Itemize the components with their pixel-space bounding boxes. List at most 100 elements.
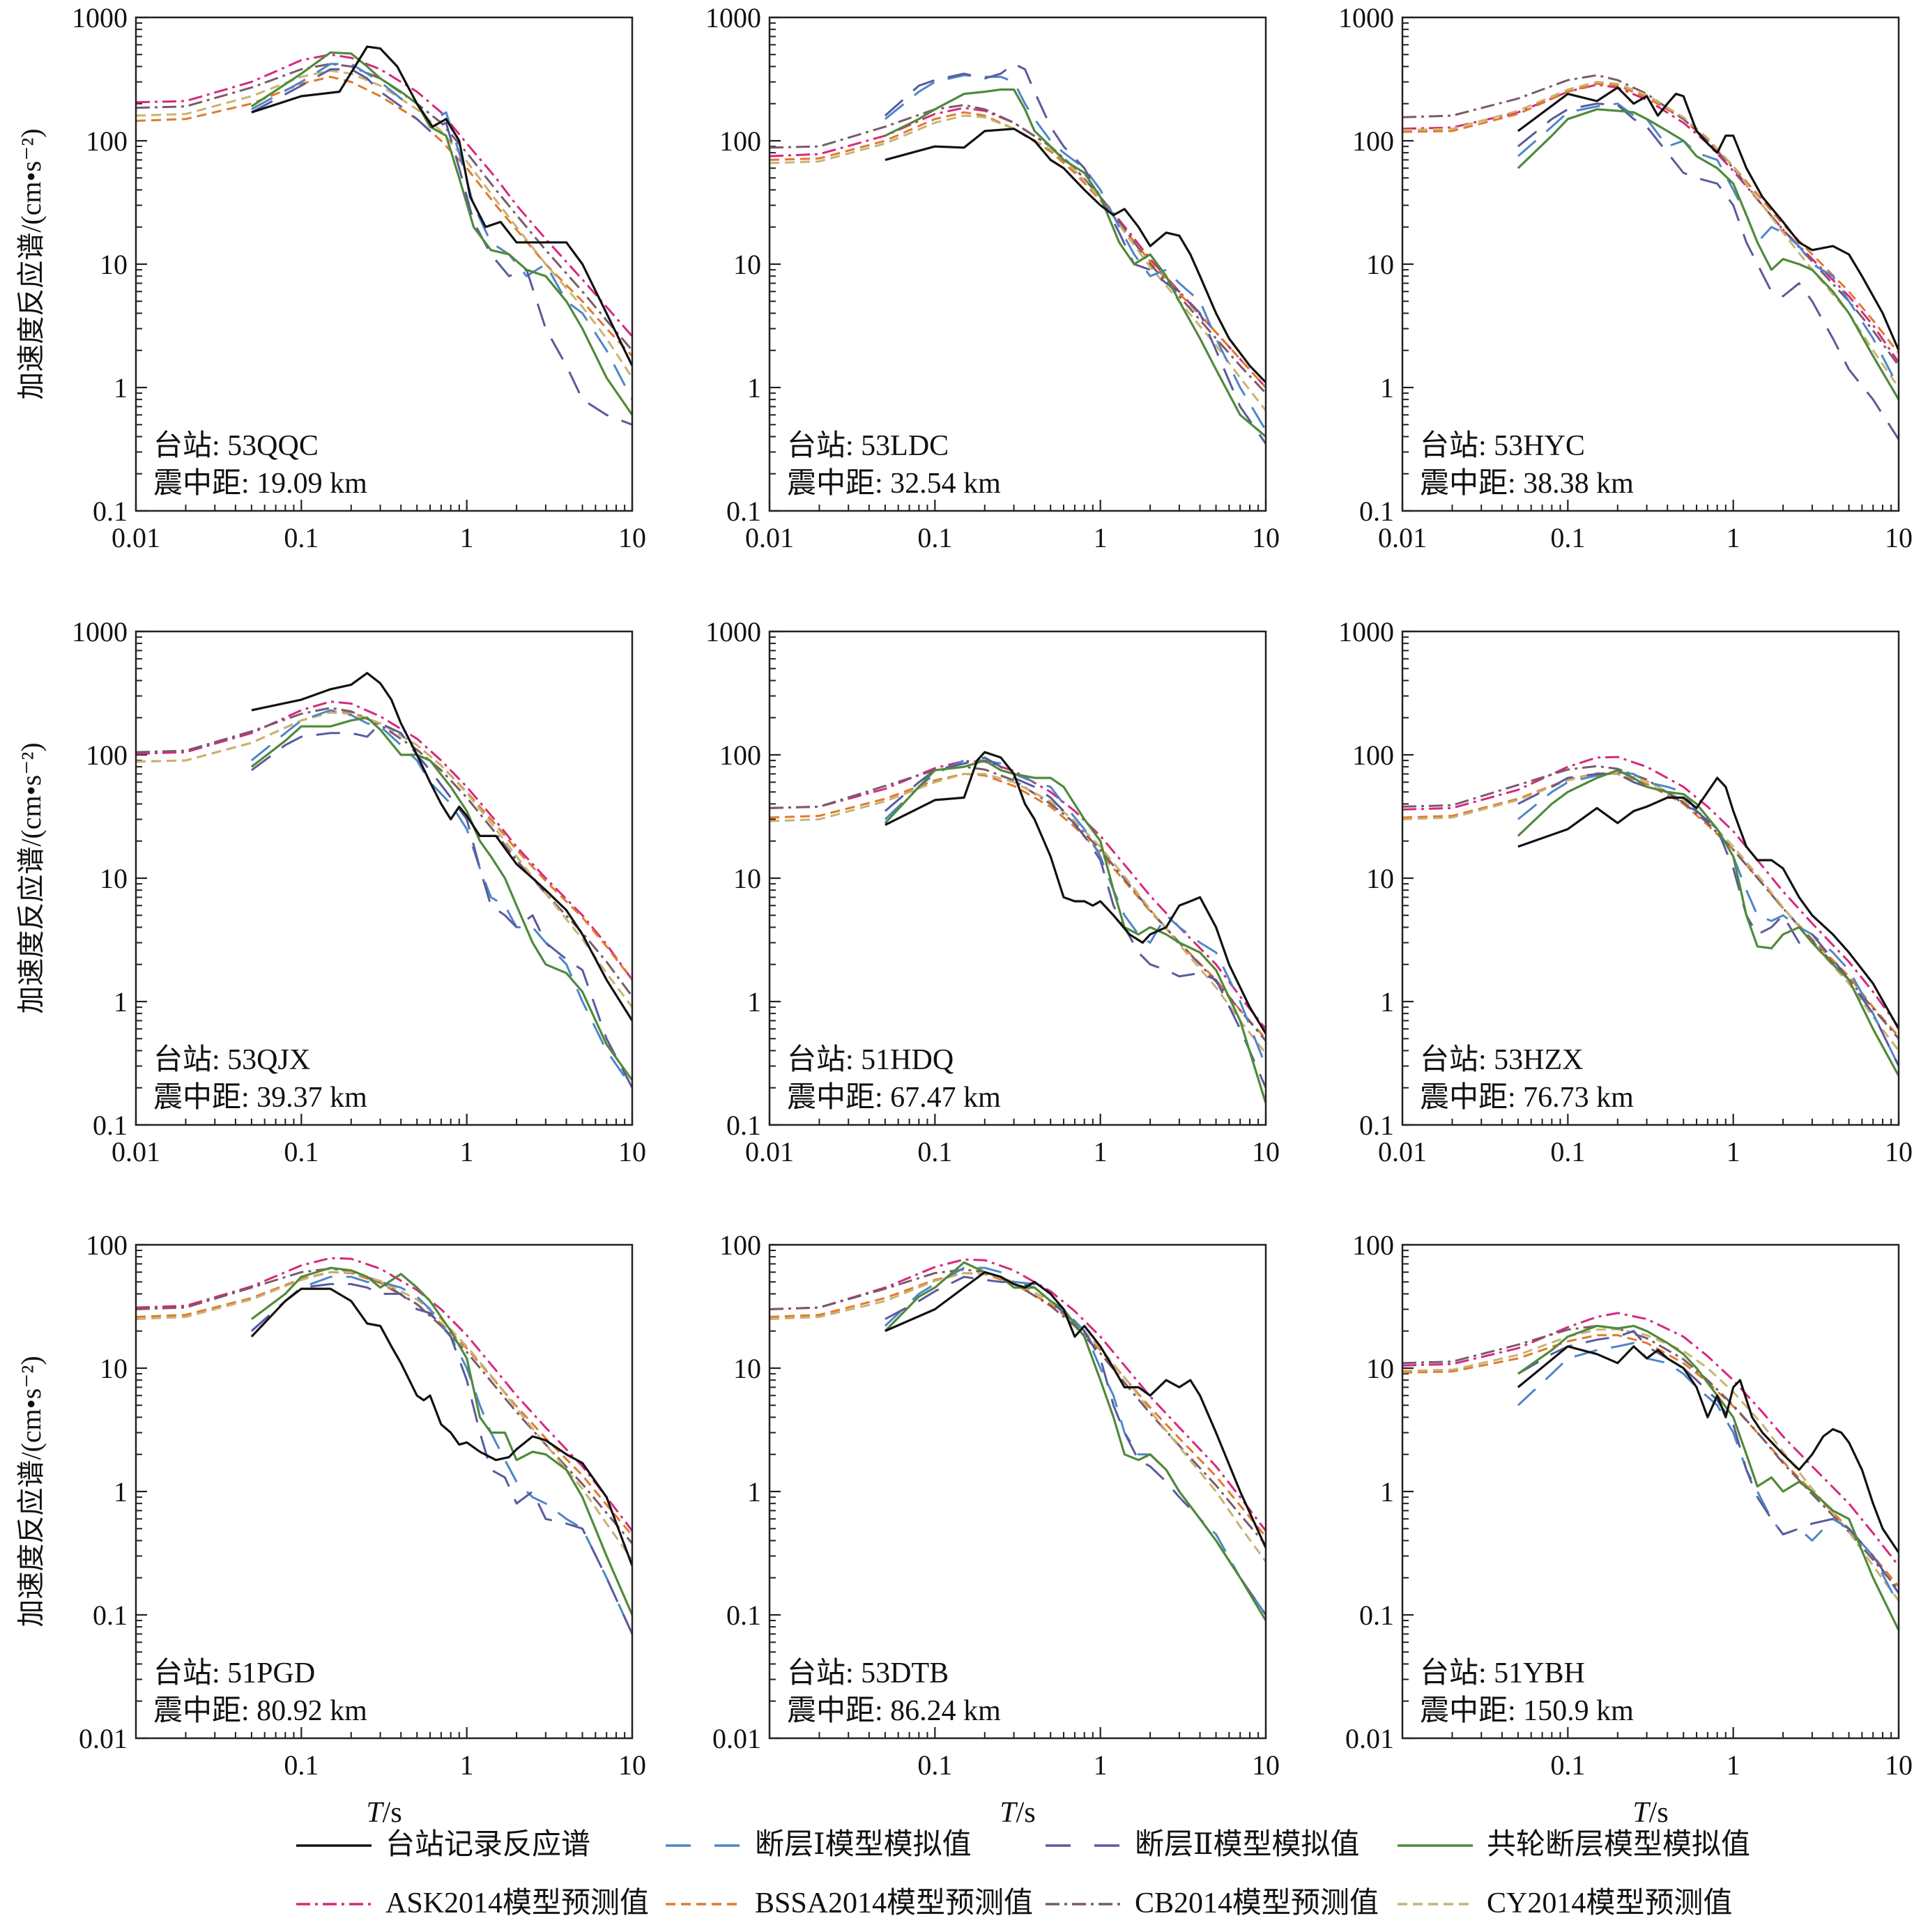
series-line: [136, 700, 632, 981]
y-tick-label: 1: [114, 372, 128, 404]
y-tick-label: 1000: [705, 2, 761, 33]
x-tick-label: 0.01: [112, 522, 160, 553]
legend-label: 台站记录反应谱: [385, 1828, 590, 1861]
x-tick-label: 10: [1885, 1749, 1913, 1781]
y-tick-label: 1: [747, 986, 761, 1018]
legend-item: 断层Ⅱ模型模拟值: [1046, 1829, 1360, 1861]
series-line: [770, 1268, 1266, 1546]
plot-frame: [1401, 630, 1900, 1126]
x-tick-label: 0.1: [284, 522, 319, 553]
series-line: [885, 1271, 1266, 1549]
series-line: [884, 1266, 1266, 1616]
series-line: [250, 709, 632, 1089]
series-line: [1402, 772, 1899, 1038]
series-line: [1402, 772, 1899, 1052]
series-group: [1402, 756, 1899, 1077]
y-tick-label: 0.1: [1359, 1110, 1394, 1141]
distance-label: 震中距: 150.9 km: [1420, 1695, 1634, 1727]
legend-item: 断层Ⅰ模型模拟值: [666, 1829, 972, 1861]
y-tick-label: 1: [1380, 986, 1394, 1018]
distance-label: 震中距: 39.37 km: [153, 1082, 367, 1114]
series-line: [885, 751, 1266, 1034]
y-axis-label: 加速度反应谱/(cm•s⁻²): [15, 742, 47, 1013]
station-label: 台站: 53DTB: [787, 1657, 949, 1689]
y-tick-label: 10: [100, 863, 128, 894]
y-tick-label: 0.01: [1345, 1723, 1394, 1754]
series-line: [136, 1267, 632, 1544]
series-line: [770, 772, 1266, 1055]
series-line: [1402, 1324, 1899, 1590]
series-line: [1517, 86, 1899, 351]
series-line: [770, 107, 1266, 389]
y-tick-label: 100: [719, 739, 761, 771]
x-axis-label: T/s: [1000, 1797, 1035, 1829]
y-tick-label: 0.1: [726, 1110, 761, 1141]
y-tick-label: 0.01: [79, 1723, 128, 1754]
series-line: [770, 760, 1266, 1030]
y-tick-label: 10: [100, 1353, 128, 1384]
x-tick-label: 10: [1885, 522, 1913, 553]
y-tick-label: 10: [733, 863, 761, 894]
series-line: [770, 1272, 1266, 1538]
series-line: [770, 111, 1266, 389]
series-line: [1517, 1345, 1899, 1554]
y-tick-label: 10: [733, 249, 761, 280]
chart-panel-51YBH: 0.1 1 10 0.01 0.1 1 10 100 台站: 51YBH 震中距: 150.9 k…: [1345, 1229, 1913, 1829]
distance-label: 震中距: 32.54 km: [787, 468, 1001, 500]
series-line: [136, 710, 632, 981]
plot-frame: [135, 1243, 634, 1740]
series-line: [1517, 771, 1899, 1067]
y-tick-label: 100: [1352, 739, 1394, 771]
y-tick-label: 100: [86, 1229, 128, 1261]
series-line: [250, 1275, 632, 1635]
series-group: [770, 751, 1266, 1104]
y-tick-label: 0.01: [712, 1723, 761, 1754]
y-axis-label: 加速度反应谱/(cm•s⁻²): [15, 128, 47, 399]
legend-label: ASK2014模型预测值: [385, 1887, 649, 1919]
y-tick-label: 1: [1380, 1476, 1394, 1508]
y-tick-label: 10: [1366, 1353, 1394, 1384]
distance-label: 震中距: 67.47 km: [787, 1082, 1001, 1114]
plot-frame: [135, 16, 634, 512]
series-group: [1402, 74, 1899, 440]
series-line: [250, 1266, 632, 1616]
series-line: [136, 75, 632, 357]
legend-item: ASK2014模型预测值: [296, 1887, 649, 1919]
x-tick-label: 10: [618, 522, 646, 553]
x-tick-label: 0.01: [745, 1136, 794, 1167]
series-line: [885, 128, 1266, 383]
plot-frame: [768, 1243, 1267, 1740]
y-tick-label: 0.1: [1359, 496, 1394, 527]
y-tick-label: 1000: [72, 616, 128, 647]
series-line: [136, 707, 632, 997]
plot-frame: [768, 16, 1267, 512]
series-line: [1402, 84, 1899, 363]
x-tick-label: 10: [1252, 1749, 1280, 1781]
y-tick-label: 100: [86, 125, 128, 157]
distance-label: 震中距: 19.09 km: [153, 468, 367, 500]
y-tick-label: 1: [747, 372, 761, 404]
series-line: [136, 69, 632, 378]
y-tick-label: 0.1: [93, 1600, 128, 1631]
chart-panel-51PGD: 0.1 1 10 0.01 0.1 1 10 100 台站: 51PGD 震中距: 80.92 k…: [15, 1229, 646, 1829]
series-line: [884, 756, 1266, 1089]
x-tick-label: 0.1: [1550, 1136, 1585, 1167]
x-tick-label: 0.01: [1378, 522, 1427, 553]
x-tick-label: 1: [1727, 522, 1740, 553]
series-line: [884, 1261, 1266, 1621]
x-tick-label: 0.01: [1378, 1136, 1427, 1167]
y-tick-label: 1: [114, 986, 128, 1018]
series-line: [1402, 765, 1899, 1040]
legend-item: 共轮断层模型模拟值: [1398, 1829, 1750, 1861]
series-group: [1402, 1312, 1899, 1631]
x-tick-label: 10: [1885, 1136, 1913, 1167]
plot-frame: [1401, 1243, 1900, 1740]
series-line: [770, 772, 1266, 1040]
x-tick-label: 0.1: [1550, 522, 1585, 553]
legend: 台站记录反应谱 断层Ⅰ模型模拟值 断层Ⅱ模型模拟值 共轮断层模型模拟值 ASK2014模…: [296, 1828, 1750, 1919]
series-line: [770, 1272, 1266, 1563]
